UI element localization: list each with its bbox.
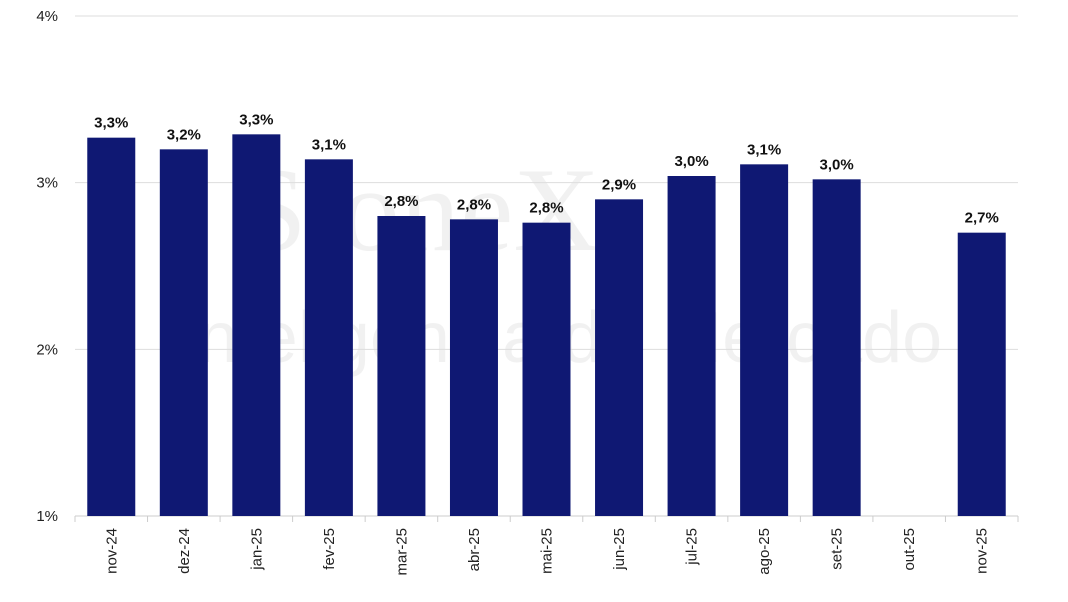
- value-label: 2,7%: [965, 210, 999, 227]
- x-tick-label: set-25: [829, 528, 846, 570]
- y-tick-label: 4%: [36, 8, 58, 25]
- value-label: 3,0%: [674, 153, 708, 170]
- bar: [667, 176, 716, 516]
- value-label: 3,1%: [312, 136, 346, 153]
- x-tick-label: nov-25: [974, 528, 991, 574]
- bar: [595, 199, 644, 517]
- value-label: 2,8%: [529, 200, 563, 217]
- value-label: 3,2%: [167, 126, 201, 143]
- x-tick-label: jun-25: [611, 528, 628, 571]
- bar: [812, 179, 861, 517]
- bar: [304, 159, 353, 517]
- x-tick-label: fev-25: [321, 528, 338, 570]
- x-tick-label: mar-25: [393, 528, 410, 576]
- bar: [159, 149, 208, 517]
- x-tick-label: dez-24: [176, 528, 193, 574]
- x-tick-label: jan-25: [248, 528, 265, 571]
- bar: [87, 137, 136, 516]
- x-tick-label: mai-25: [539, 528, 556, 574]
- value-label: 3,3%: [94, 115, 128, 132]
- y-tick-label: 2%: [36, 341, 58, 358]
- value-label: 2,9%: [602, 176, 636, 193]
- y-tick-label: 1%: [36, 508, 58, 525]
- bar: [377, 216, 426, 516]
- x-tick-label: nov-24: [103, 528, 120, 574]
- bar: [957, 232, 1006, 516]
- value-label: 2,8%: [457, 196, 491, 213]
- value-label: 3,1%: [747, 141, 781, 158]
- x-tick-label: jul-25: [684, 528, 701, 566]
- bar: [232, 134, 281, 517]
- y-tick-label: 3%: [36, 175, 58, 192]
- value-label: 3,0%: [820, 156, 854, 173]
- x-tick-label: ago-25: [756, 528, 773, 575]
- x-tick-label: out-25: [901, 528, 918, 571]
- bar: [449, 219, 498, 517]
- value-label: 3,3%: [239, 111, 273, 128]
- bar: [522, 222, 571, 516]
- x-tick-label: abr-25: [466, 528, 483, 571]
- bar: [740, 164, 789, 517]
- value-label: 2,8%: [384, 193, 418, 210]
